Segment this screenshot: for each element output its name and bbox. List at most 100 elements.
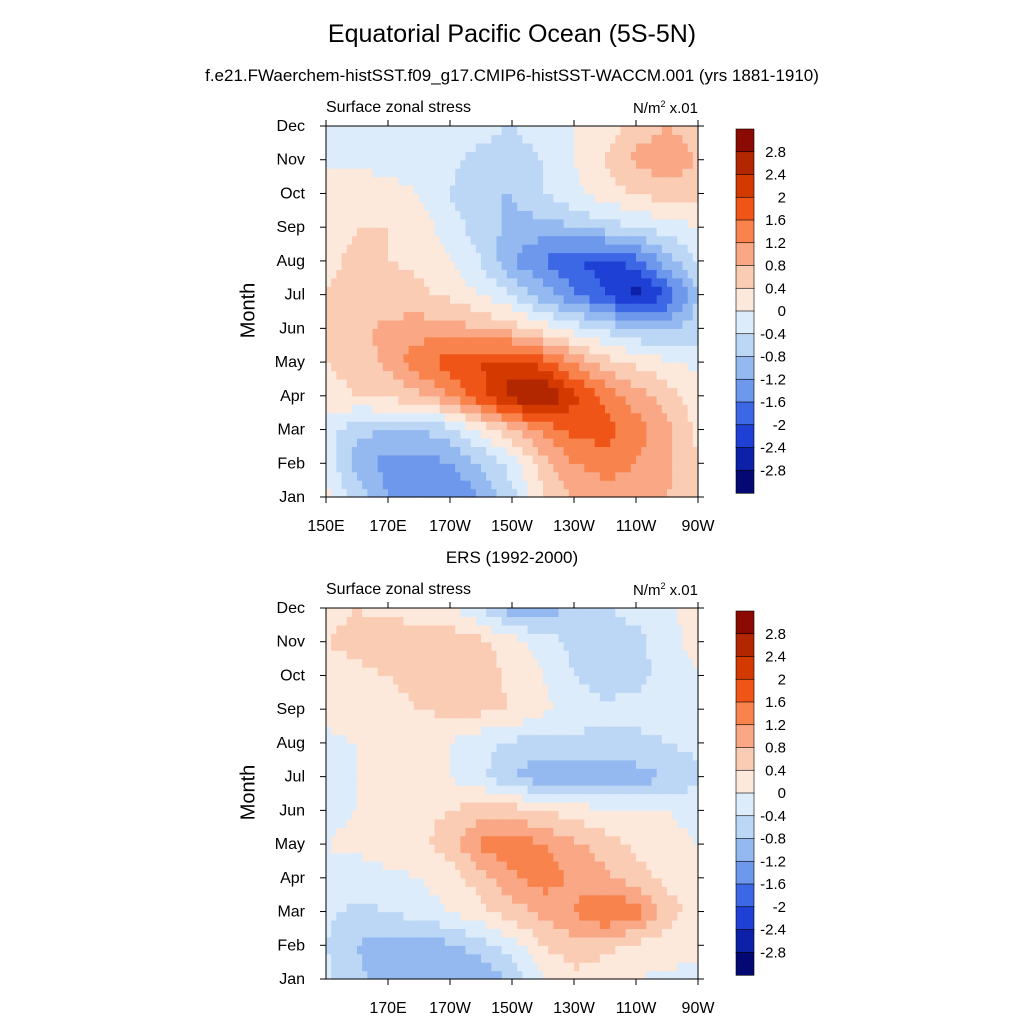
heatmap-cell (661, 953, 668, 963)
month-label: Oct (280, 185, 305, 202)
heatmap-cell (594, 336, 601, 346)
heatmap-cell (543, 244, 549, 254)
heatmap-cell (568, 463, 575, 473)
heatmap-cell (465, 894, 472, 904)
heatmap-cell (486, 852, 492, 862)
heatmap-cell (532, 903, 539, 913)
heatmap-cell (434, 151, 441, 161)
heatmap-cell (357, 168, 363, 178)
heatmap-cell (367, 953, 374, 963)
heatmap-cell (413, 134, 420, 144)
heatmap-cell (692, 970, 699, 980)
heatmap-cell (537, 437, 544, 448)
heatmap-cell (501, 471, 508, 481)
heatmap-cell (543, 269, 549, 279)
heatmap-cell (630, 962, 637, 972)
heatmap-cell (341, 877, 348, 887)
heatmap-cell (372, 218, 379, 228)
heatmap-cell (491, 303, 498, 313)
heatmap-cell (398, 801, 405, 811)
heatmap-cell (393, 463, 399, 473)
heatmap-cell (439, 421, 446, 431)
heatmap-cell (692, 336, 699, 346)
heatmap-cell (341, 378, 348, 388)
heatmap-cell (594, 818, 601, 828)
heatmap-cell (589, 235, 596, 245)
heatmap-cell (388, 852, 394, 862)
heatmap-cell (346, 412, 353, 422)
heatmap-cell (568, 454, 575, 464)
heatmap-cell (470, 860, 477, 870)
heatmap-cell (548, 126, 554, 136)
heatmap-cell (501, 235, 508, 245)
month-label: Jan (279, 489, 305, 506)
heatmap-cell (522, 395, 529, 405)
heatmap-cell (481, 928, 487, 938)
heatmap-cell (522, 244, 529, 254)
heatmap-cell (610, 277, 616, 287)
heatmap-cell (434, 252, 441, 262)
heatmap-cell (475, 126, 482, 136)
heatmap-cell (496, 860, 503, 870)
heatmap-cell (367, 151, 374, 161)
heatmap-cell (357, 463, 363, 473)
heatmap-cell (357, 903, 363, 913)
heatmap-cell (465, 176, 472, 186)
heatmap-cell (357, 936, 363, 946)
heatmap-cell (346, 345, 353, 355)
heatmap-cell (599, 277, 606, 287)
heatmap-cell (610, 953, 616, 963)
heatmap-cell (403, 945, 410, 955)
heatmap-cell (646, 159, 653, 169)
heatmap-cell (429, 471, 436, 481)
heatmap-cell (377, 193, 384, 203)
heatmap-cell (687, 911, 694, 921)
heatmap-cell (672, 810, 678, 820)
heatmap-cell (605, 810, 611, 820)
heatmap-cell (661, 412, 668, 422)
heatmap-cell (558, 404, 565, 414)
heatmap-cell (599, 260, 606, 270)
heatmap-cell (496, 269, 503, 279)
heatmap-cell (439, 429, 446, 439)
heatmap-cell (491, 210, 498, 220)
heatmap-cell (439, 201, 446, 211)
heatmap-cell (341, 319, 348, 329)
heatmap-cell (506, 801, 513, 811)
heatmap-cell (625, 801, 632, 811)
heatmap-cell (336, 328, 343, 338)
heatmap-cell (398, 471, 405, 481)
heatmap-cell (444, 395, 451, 405)
heatmap-cell (455, 353, 461, 363)
heatmap-cell (491, 395, 498, 405)
heatmap-cell (357, 801, 363, 811)
heatmap-cell (558, 911, 565, 921)
heatmap-cell (553, 227, 560, 237)
heatmap-cell (388, 294, 394, 304)
heatmap-cell (346, 395, 353, 405)
heatmap-cell (429, 869, 436, 879)
heatmap-cell (501, 378, 508, 388)
heatmap-cell (388, 903, 394, 913)
heatmap-cell (331, 903, 337, 913)
heatmap-cell (481, 210, 487, 220)
heatmap-cell (439, 852, 446, 862)
heatmap-cell (532, 936, 539, 946)
heatmap-cell (532, 818, 539, 828)
heatmap-cell (336, 488, 343, 498)
heatmap-cell (682, 471, 689, 481)
heatmap-cell (594, 412, 601, 422)
heatmap-cell (512, 928, 518, 938)
heatmap-cell (413, 421, 420, 431)
heatmap-cell (496, 176, 503, 186)
heatmap-cell (615, 421, 622, 431)
heatmap-cell (532, 353, 539, 363)
heatmap-cell (419, 227, 425, 237)
heatmap-cell (346, 437, 353, 448)
heatmap-cell (450, 903, 456, 913)
heatmap-cell (470, 378, 477, 388)
heatmap-cell (667, 446, 673, 456)
heatmap-cell (574, 446, 580, 456)
heatmap-cell (599, 159, 606, 169)
heatmap-cell (543, 185, 549, 195)
